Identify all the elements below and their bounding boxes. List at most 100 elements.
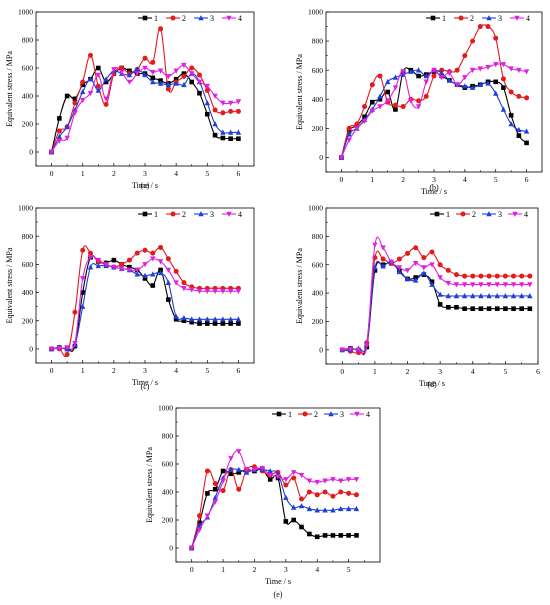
data-point — [524, 95, 530, 101]
data-point — [445, 267, 451, 273]
data-point — [486, 273, 492, 279]
data-point — [493, 79, 499, 85]
data-point — [392, 102, 398, 108]
data-point — [165, 267, 172, 273]
data-point — [48, 346, 55, 352]
data-point — [405, 250, 411, 256]
legend-label: 4 — [238, 210, 242, 219]
data-point — [181, 318, 187, 324]
y-tick-label: 200 — [312, 124, 324, 133]
data-point — [204, 83, 210, 90]
data-point — [380, 256, 386, 262]
data-point — [446, 77, 453, 83]
data-point — [228, 321, 233, 326]
y-tick-label: 400 — [312, 289, 324, 298]
legend-entry-4: 4 — [510, 14, 530, 23]
legend-marker — [434, 211, 440, 217]
x-tick-label: 0 — [50, 366, 54, 375]
data-point — [511, 273, 517, 279]
data-point — [338, 155, 345, 161]
plot-frame — [35, 11, 255, 167]
y-axis-title: Equivalent stress / MPa — [295, 248, 304, 324]
data-point — [299, 496, 305, 502]
legend-label: 2 — [470, 14, 474, 23]
data-point — [235, 316, 242, 322]
data-point — [314, 479, 320, 486]
data-point — [396, 268, 403, 275]
data-point — [306, 505, 313, 512]
data-point — [486, 282, 492, 288]
x-axis-title: Time / s — [132, 181, 158, 190]
data-point — [80, 303, 86, 309]
data-point — [181, 280, 187, 286]
data-point — [346, 533, 351, 538]
data-point — [516, 133, 522, 138]
data-point — [204, 100, 210, 106]
data-point — [220, 468, 226, 474]
y-tick-label: 200 — [22, 120, 34, 129]
y-tick-label: 800 — [22, 232, 34, 241]
data-point — [346, 131, 352, 137]
data-point — [80, 82, 86, 88]
data-point — [80, 276, 86, 282]
data-point — [150, 59, 156, 65]
data-point — [181, 73, 187, 79]
y-tick-label: 400 — [312, 95, 324, 104]
data-point — [204, 468, 210, 474]
data-point — [500, 106, 507, 112]
data-point — [478, 273, 484, 279]
y-tick-label: 1000 — [308, 204, 323, 213]
data-point — [150, 79, 156, 85]
data-point — [142, 262, 148, 268]
data-point — [173, 80, 179, 86]
data-point — [369, 108, 375, 114]
x-tick-label: 2 — [253, 565, 257, 574]
data-point — [416, 98, 422, 104]
data-point — [157, 80, 164, 86]
data-point — [142, 247, 148, 253]
legend-label: 3 — [210, 210, 214, 219]
data-point — [204, 513, 211, 519]
data-point — [95, 65, 101, 71]
y-tick-label: 200 — [312, 317, 324, 326]
data-point — [197, 321, 202, 326]
data-point — [204, 111, 210, 117]
data-point — [345, 477, 352, 483]
data-point — [236, 486, 242, 492]
data-point — [330, 507, 336, 513]
data-point — [519, 273, 525, 279]
data-point — [119, 65, 125, 71]
data-point — [527, 293, 533, 299]
data-point — [469, 67, 476, 74]
data-point — [385, 78, 391, 85]
data-point — [119, 261, 125, 267]
legend-marker — [170, 15, 176, 21]
legend: 1 2 3 4 — [272, 410, 370, 419]
panel-label: (d) — [427, 380, 437, 389]
data-point — [72, 309, 78, 315]
y-tick-label: 200 — [22, 316, 34, 325]
data-point — [338, 489, 344, 495]
x-tick-label: 6 — [536, 367, 540, 376]
data-point — [95, 257, 101, 264]
data-point — [502, 293, 509, 299]
series-line — [51, 67, 239, 153]
data-point — [228, 466, 234, 472]
legend-marker — [430, 15, 436, 21]
data-point — [196, 288, 203, 295]
data-point — [322, 507, 328, 513]
data-point — [493, 35, 499, 41]
series-4 — [48, 62, 242, 155]
legend-entry-2: 2 — [454, 14, 474, 23]
data-point — [103, 101, 109, 107]
legend-marker — [328, 411, 334, 417]
data-point — [462, 273, 468, 279]
data-point — [127, 68, 132, 74]
x-tick-label: 4 — [174, 169, 178, 178]
series-line — [191, 468, 357, 549]
legend-entry-4: 4 — [222, 210, 242, 219]
x-tick-label: 3 — [143, 169, 147, 178]
data-point — [330, 533, 336, 538]
data-point — [220, 110, 226, 116]
data-point — [453, 282, 460, 288]
